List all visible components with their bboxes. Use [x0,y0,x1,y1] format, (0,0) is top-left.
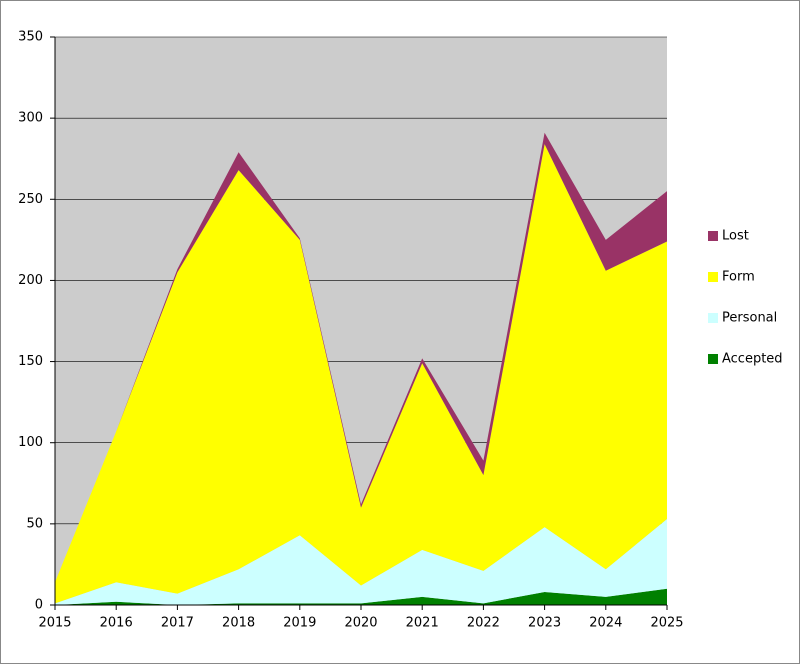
x-tick-label: 2015 [38,616,71,631]
y-tick-label: 100 [18,435,43,450]
y-tick-label: 150 [18,354,43,369]
area [55,518,667,605]
x-tick-label: 2024 [589,616,622,631]
legend-label: Personal [722,311,777,326]
x-tick-label: 2021 [406,616,439,631]
legend-swatch [708,272,718,282]
y-tick-label: 300 [18,111,43,126]
x-tick-label: 2019 [283,616,316,631]
y-tick-label: 250 [18,192,43,207]
y-tick-label: 350 [18,30,43,45]
y-tick-label: 200 [18,273,43,288]
y-tick-label: 50 [26,516,43,531]
x-tick-label: 2017 [161,616,194,631]
area [55,144,667,604]
x-tick-label: 2025 [650,616,683,631]
legend-swatch [708,354,718,364]
x-tick-label: 2018 [222,616,255,631]
legend-swatch [708,231,718,241]
legend-label: Lost [722,229,749,244]
area [55,588,667,605]
x-tick-label: 2016 [100,616,133,631]
legend-label: Accepted [722,352,783,367]
x-tick-label: 2020 [344,616,377,631]
x-tick-label: 2023 [528,616,561,631]
legend-swatch [708,313,718,323]
x-tick-label: 2022 [467,616,500,631]
y-tick-label: 0 [35,598,43,613]
legend-label: Form [722,270,755,285]
